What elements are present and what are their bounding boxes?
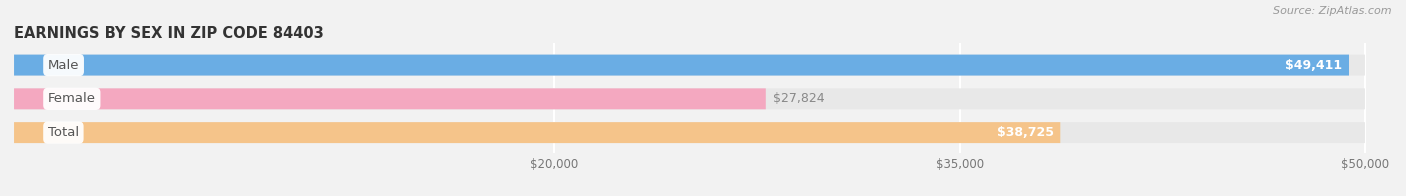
Text: $49,411: $49,411	[1285, 59, 1343, 72]
Text: Source: ZipAtlas.com: Source: ZipAtlas.com	[1274, 6, 1392, 16]
FancyBboxPatch shape	[14, 88, 766, 109]
FancyBboxPatch shape	[14, 122, 1060, 143]
FancyBboxPatch shape	[14, 88, 1365, 109]
Text: Total: Total	[48, 126, 79, 139]
Text: Male: Male	[48, 59, 79, 72]
Text: $38,725: $38,725	[997, 126, 1053, 139]
Text: EARNINGS BY SEX IN ZIP CODE 84403: EARNINGS BY SEX IN ZIP CODE 84403	[14, 26, 323, 41]
FancyBboxPatch shape	[14, 55, 1348, 75]
Text: Female: Female	[48, 92, 96, 105]
Text: $27,824: $27,824	[772, 92, 824, 105]
FancyBboxPatch shape	[14, 55, 1365, 75]
FancyBboxPatch shape	[14, 122, 1365, 143]
